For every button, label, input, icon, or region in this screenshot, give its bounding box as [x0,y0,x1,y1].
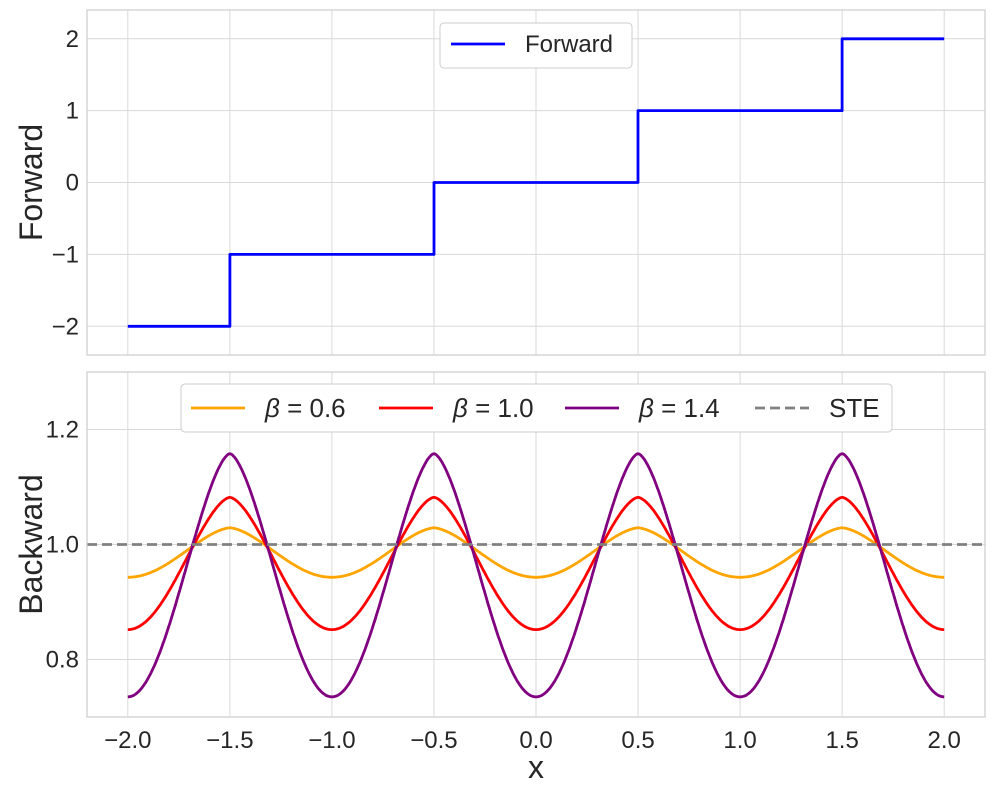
series-line-beta-2 [127,452,945,699]
legend-label-value: = 1.0 [468,393,534,423]
legend-label-greek: β [452,393,468,423]
y-tick-label: 0.8 [46,647,79,674]
y-tick-label: 2 [66,26,79,53]
plot-frame [86,9,986,356]
legend-label-greek: β [264,393,280,423]
legend: β = 0.6 β = 1.0 β = 1.4 STE [180,383,893,433]
x-axis-label: x [528,749,544,785]
legend-label-greek: β [638,393,654,423]
x-tick-label: −1.5 [206,727,253,754]
y-axis-label: Backward [13,474,49,615]
y-tick-label: 1.0 [46,532,79,559]
legend-frame [439,22,633,69]
legend-label: β = 1.0 [452,393,534,423]
x-tick-label: 0.0 [519,727,552,754]
series-line-beta-1 [127,495,945,631]
x-tick-label: −0.5 [410,727,457,754]
y-tick-label: 1 [66,98,79,125]
legend-label-value: = 0.6 [280,393,346,423]
x-tick-label: −2.0 [104,727,151,754]
x-tick-label: 0.5 [621,727,654,754]
legend-label: β = 0.6 [264,393,346,423]
x-tick-label: 1.5 [825,727,858,754]
y-tick-label: −2 [52,313,79,340]
backward-panel: 0.8 1.0 1.2 −2.0 −1.5 −1.0 −0.5 0.0 0.5 1.0 1.5 2.0… [13,371,986,785]
legend-label: STE [829,393,880,423]
y-tick-label: −1 [52,241,79,268]
legend-label: β = 1.4 [638,393,720,423]
x-tick-label: −1.0 [308,727,355,754]
y-tick-label: 1.2 [46,417,79,444]
series-line-forward [127,37,945,328]
x-tick-label: 2.0 [927,727,960,754]
plot-frame [86,371,986,718]
legend: Forward [439,22,633,69]
legend-label-forward: Forward [525,31,613,58]
forward-panel: −2 −1 0 1 2 Forward Forward [13,9,986,356]
x-tick-label: 1.0 [723,727,756,754]
legend-frame [180,383,893,433]
y-axis-label: Forward [13,124,49,241]
legend-label-value: = 1.4 [654,393,720,423]
y-tick-label: 0 [66,170,79,197]
